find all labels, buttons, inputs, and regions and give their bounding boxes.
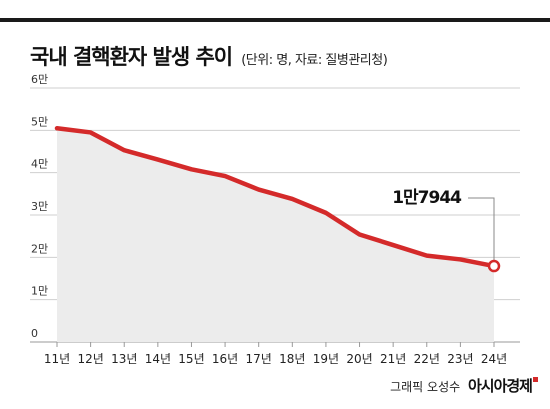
- x-tick-label: 19년: [313, 352, 339, 366]
- x-tick-label: 21년: [380, 352, 406, 366]
- x-tick-label: 16년: [212, 352, 238, 366]
- y-tick-label: 6만: [31, 73, 48, 86]
- y-tick-label: 4만: [31, 158, 48, 171]
- top-rule: [0, 18, 550, 22]
- x-tick-label: 22년: [414, 352, 440, 366]
- x-tick-label: 18년: [279, 352, 305, 366]
- graphic-credit: 그래픽 오성수: [390, 380, 461, 394]
- y-tick-label: 2만: [31, 242, 48, 255]
- annotation-label: 1만7944: [392, 188, 462, 208]
- x-tick-label: 14년: [145, 352, 171, 366]
- y-tick-label: 5만: [31, 115, 48, 128]
- brand-mark-icon: [533, 377, 538, 382]
- brand-logo-text: 아시아경제: [467, 377, 533, 395]
- chart-subtitle: (단위: 명, 자료: 질병관리청): [241, 53, 388, 68]
- highlight-point: [487, 259, 501, 273]
- series-line: [54, 125, 497, 269]
- chart-title: 국내 결핵환자 발생 추이: [30, 45, 233, 69]
- x-tick-label: 23년: [447, 352, 473, 366]
- x-tick-label: 13년: [111, 352, 137, 366]
- x-tick-label: 12년: [77, 352, 103, 366]
- x-tick-label: 17년: [246, 352, 272, 366]
- y-tick-label: 1만: [31, 285, 48, 298]
- y-tick-label: 3만: [31, 200, 48, 213]
- x-tick-label: 15년: [178, 352, 204, 366]
- x-tick-label: 11년: [44, 352, 70, 366]
- area-fill: [57, 128, 494, 342]
- title-block: 국내 결핵환자 발생 추이 (단위: 명, 자료: 질병관리청): [30, 41, 388, 71]
- x-tick-label: 20년: [346, 352, 372, 366]
- y-tick-label: 0: [31, 327, 38, 340]
- annotation-leader: [468, 197, 495, 261]
- x-tick-label: 24년: [481, 352, 507, 366]
- credit-line: 그래픽 오성수 아시아경제: [390, 375, 538, 396]
